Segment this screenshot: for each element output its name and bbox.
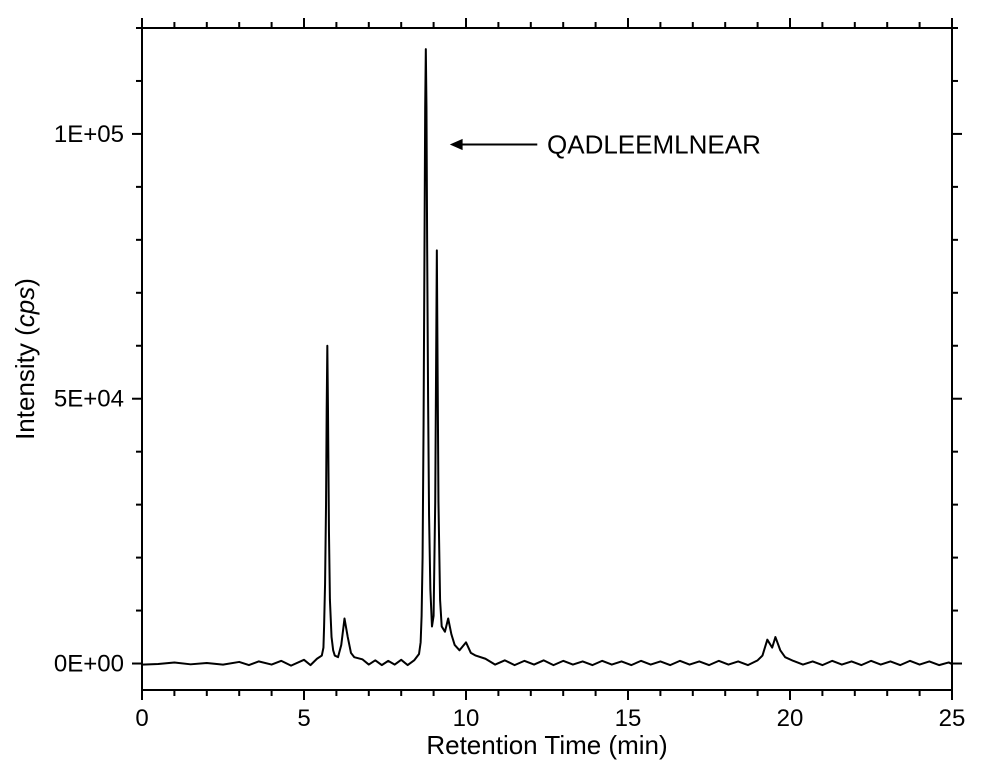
y-tick-label: 5E+04	[54, 386, 124, 413]
x-tick-label: 15	[615, 705, 642, 732]
x-tick-label: 5	[297, 705, 310, 732]
annotation-label: QADLEEMLNEAR	[547, 130, 761, 160]
y-tick-label: 1E+05	[54, 121, 124, 148]
y-axis-label-prefix: Intensity (	[10, 327, 40, 440]
x-tick-label: 20	[777, 705, 804, 732]
x-tick-label: 25	[939, 705, 966, 732]
y-axis-label-unit: cps	[10, 287, 40, 327]
y-axis-label: Intensity (cps)	[10, 278, 40, 440]
y-axis-label-suffix: )	[10, 278, 40, 287]
x-tick-label: 10	[453, 705, 480, 732]
annotation-arrowhead	[450, 139, 463, 150]
y-tick-label: 0E+00	[54, 651, 124, 678]
chromatogram-chart: 0510152025 0E+005E+041E+05 QADLEEMLNEAR …	[0, 0, 1000, 772]
x-tick-label: 0	[135, 705, 148, 732]
x-axis-label: Retention Time (min)	[426, 730, 667, 760]
